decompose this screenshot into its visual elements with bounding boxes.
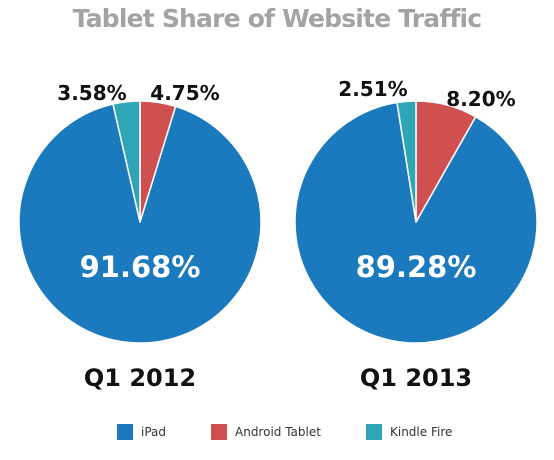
legend-swatch-android-tablet — [211, 424, 227, 440]
pie-slice-ipad — [18, 103, 262, 344]
data-label-kindle-fire: 3.58% — [57, 81, 126, 105]
pie-caption: Q1 2013 — [360, 364, 472, 392]
data-label-android-tablet: 4.75% — [150, 81, 219, 105]
data-label-kindle-fire: 2.51% — [338, 77, 407, 101]
legend-swatch-kindle-fire — [366, 424, 382, 440]
pie-charts: 91.68% 3.58% 4.75% Q1 2012 89.28% 2.51% 8.20% Q… — [18, 77, 538, 392]
data-label-ipad: 89.28% — [356, 250, 477, 284]
pie-slice-kindle-fire — [112, 100, 141, 223]
pie-caption: Q1 2012 — [84, 364, 196, 392]
legend-label-android-tablet: Android Tablet — [235, 425, 321, 439]
pie-0: 91.68% 3.58% 4.75% Q1 2012 — [18, 81, 262, 392]
data-label-ipad: 91.68% — [80, 250, 201, 284]
legend-item-kindle-fire: Kindle Fire — [366, 422, 452, 442]
data-label-android-tablet: 8.20% — [446, 87, 515, 111]
legend-label-kindle-fire: Kindle Fire — [390, 425, 453, 439]
legend-item-android-tablet: Android Tablet — [211, 422, 321, 442]
legend-item-ipad: iPad — [117, 422, 166, 442]
chart-title: Tablet Share of Website Traffic — [72, 4, 482, 33]
pie-1: 89.28% 2.51% 8.20% Q1 2013 — [294, 77, 538, 392]
legend-swatch-ipad — [117, 424, 133, 440]
pie-slice-kindle-fire — [396, 100, 417, 223]
legend: iPad Android Tablet Kindle Fire — [0, 422, 554, 442]
legend-label-ipad: iPad — [141, 425, 167, 439]
